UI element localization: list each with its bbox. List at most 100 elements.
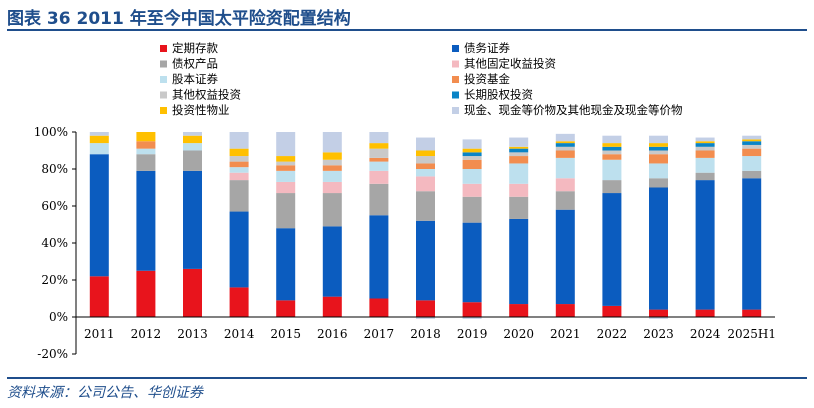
bar-2022-series-0	[602, 305, 622, 317]
bar-2024-series-4	[695, 157, 715, 173]
bar-2015-series-1	[276, 228, 296, 301]
source-note: 资料来源：公司公告、华创证券	[7, 385, 203, 401]
title-rule	[7, 29, 807, 31]
bar-2021-series-0	[555, 304, 575, 317]
bar-2016-series-2	[322, 193, 342, 227]
bar-2016-series-3	[322, 181, 342, 194]
bar-2016-series-8	[322, 152, 342, 160]
bar-2025H1-series-7	[742, 141, 762, 145]
bar-2013-series-9	[183, 132, 202, 136]
legend-label-1: 债务证券	[464, 41, 510, 55]
x-tick-label-8: 2019	[457, 327, 488, 341]
bars	[89, 132, 762, 319]
bar-2017-series-3	[369, 170, 389, 184]
x-tick-label-5: 2016	[317, 327, 348, 341]
bar-2018-series-6	[416, 156, 435, 164]
x-tick-label-13: 2024	[690, 327, 721, 341]
bar-2019-series-6	[462, 156, 482, 160]
bar-2023-series-8	[649, 143, 668, 147]
bar-2025H1-series-9	[742, 135, 762, 140]
bar-2018-series-9	[416, 137, 435, 151]
bar-2025H1-series-0	[742, 309, 762, 317]
bar-2020-series-9	[509, 137, 529, 147]
x-tick-label-9: 2020	[503, 327, 534, 341]
bar-2014-series-0	[229, 287, 249, 317]
y-tick-label-4: 60%	[41, 199, 68, 213]
bar-2015-series-3	[276, 181, 296, 194]
bar-2014-series-6	[229, 156, 249, 162]
legend-swatch-6	[160, 91, 167, 99]
bar-2017-series-6	[369, 148, 389, 158]
bar-2011-series-9	[89, 132, 109, 136]
bar-2018-series-1	[416, 220, 435, 301]
bar-2012-series-8	[136, 132, 156, 142]
bar-2021-series-1	[555, 209, 575, 305]
bar-2024-series-5	[695, 150, 715, 158]
bar-2011-series-8	[89, 135, 109, 144]
bar-2019-series-4	[462, 169, 482, 184]
bar-2021-series-3	[555, 178, 575, 192]
legend-swatch-4	[160, 76, 167, 83]
x-tick-label-0: 2011	[84, 327, 115, 341]
bar-2011-series-4	[89, 143, 109, 155]
bar-2012-series-1	[136, 170, 156, 271]
bar-2023-series-2	[649, 178, 668, 188]
bar-2023-series-7	[649, 146, 668, 151]
bar-2022-series-6	[602, 150, 622, 155]
bar-2018-series-5	[416, 163, 435, 169]
bar-2016-series-0	[322, 296, 342, 317]
legend-label-0: 定期存款	[172, 41, 218, 55]
bar-2025H1-series-8	[742, 139, 762, 142]
bar-2012-series-5	[136, 141, 156, 149]
bar-2021-series-6	[555, 146, 575, 151]
x-tick-label-11: 2022	[597, 327, 628, 341]
bar-2024-series-1	[695, 180, 715, 310]
bar-2023-series-5	[649, 154, 668, 164]
x-tick-label-10: 2021	[550, 327, 581, 341]
bar-2020-series-1	[509, 218, 529, 305]
bar-2018-series-3	[416, 176, 435, 192]
bar-2019-negative	[462, 317, 482, 319]
bar-2015-series-4	[276, 170, 296, 182]
bar-2024-series-8	[695, 141, 715, 144]
legend-label-9: 现金、现金等价物及其他现金及现金等价物	[464, 103, 683, 117]
y-tick-label-6: 100%	[34, 125, 68, 139]
bar-2016-series-1	[322, 226, 342, 297]
y-tick-label-5: 80%	[41, 162, 68, 176]
bar-2013-series-1	[183, 170, 202, 269]
bar-2022-series-1	[602, 193, 622, 306]
legend-swatch-0	[160, 45, 167, 52]
legend-label-8: 投资性物业	[172, 103, 230, 117]
bar-2017-series-4	[369, 161, 389, 171]
bar-2021-series-5	[555, 150, 575, 158]
bar-2019-series-5	[462, 159, 482, 169]
bar-2016-series-5	[322, 165, 342, 171]
bar-2013-series-0	[183, 268, 202, 317]
bar-2025H1-series-2	[742, 170, 762, 179]
bar-2020-series-8	[509, 146, 529, 149]
bar-2012-series-0	[136, 270, 156, 317]
legend-swatch-2	[160, 60, 167, 68]
bar-2021-series-8	[555, 141, 575, 144]
bar-2025H1-series-4	[742, 156, 762, 171]
legend-label-4: 股本证券	[172, 72, 218, 86]
bar-2020-series-3	[509, 183, 529, 197]
bar-2016-series-6	[322, 159, 342, 166]
legend-label-5: 投资基金	[464, 72, 510, 86]
bar-2019-series-1	[462, 222, 482, 303]
bar-2022-series-9	[602, 135, 622, 144]
y-tick-label-3: 40%	[41, 236, 68, 250]
bar-2024-series-9	[695, 137, 715, 142]
bar-2021-series-7	[555, 143, 575, 147]
bar-2015-series-9	[276, 132, 296, 157]
bar-2018-series-0	[416, 300, 435, 317]
x-tick-label-6: 2017	[364, 327, 395, 341]
bar-2022-series-5	[602, 154, 622, 160]
bar-2023-series-9	[649, 135, 668, 144]
bar-2020-series-6	[509, 152, 529, 157]
bar-2012-series-4	[136, 148, 156, 155]
bar-2013-series-2	[183, 150, 202, 171]
bar-2024-series-2	[695, 172, 715, 181]
bar-2017-series-8	[369, 143, 389, 149]
x-tick-label-1: 2012	[131, 327, 162, 341]
